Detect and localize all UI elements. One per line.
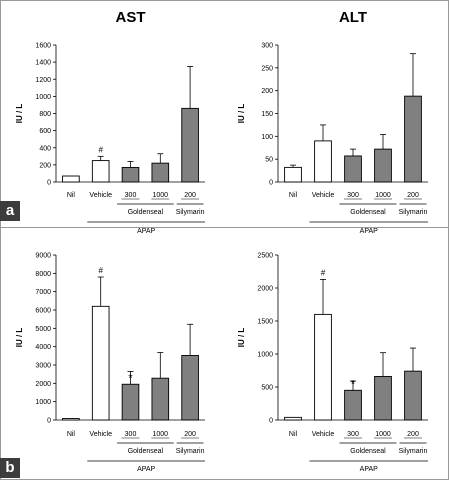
chart-1-bar-0 [62, 175, 80, 183]
chart-3-annotation-1: # [98, 266, 103, 275]
chart-1-group-label-1: Silymarin [176, 209, 205, 216]
chart-1-y-tick-label-7: 1400 [35, 60, 51, 67]
chart-1-bar-2 [121, 166, 140, 183]
chart-3-category-label-0: Nil [67, 431, 76, 438]
chart-3-bar-0 [62, 418, 80, 421]
chart-1-treatment-label: APAP [137, 228, 155, 235]
chart-3-y-tick-label-0: 0 [47, 418, 51, 425]
chart-2-bar-2 [344, 155, 362, 183]
chart-4-y-tick-label-1: 500 [261, 385, 273, 392]
chart-2-group-label-1: Silymarin [399, 209, 428, 216]
chart-4-bar-4 [404, 370, 422, 421]
chart-1-category-label-0: Nil [67, 192, 76, 199]
chart-1-y-tick-label-4: 800 [39, 111, 51, 118]
chart-3-bar-4 [181, 355, 199, 421]
chart-3-group-label-1: Silymarin [176, 448, 205, 455]
chart-2-y-tick-label-5: 250 [261, 65, 273, 72]
chart-2-y-tick-label-0: 0 [269, 180, 273, 187]
chart-2-bar-0 [284, 166, 302, 183]
chart-2-y-axis-label: IU / L [237, 104, 246, 124]
chart-3-bar-1 [91, 305, 110, 421]
chart-2-y-tick-label-3: 150 [261, 111, 273, 118]
chart-3-bar-3 [151, 377, 170, 421]
chart-2-category-label-3: 1000 [375, 192, 391, 199]
panel-label-b: b [0, 458, 20, 478]
chart-3-y-tick-label-3: 3000 [35, 363, 51, 370]
chart-2-category-label-0: Nil [289, 192, 298, 199]
chart-4-category-label-3: 1000 [375, 431, 391, 438]
chart-3-treatment-label: APAP [137, 466, 155, 473]
chart-3-bar-2 [121, 383, 140, 421]
chart-4-category-label-2: 300 [347, 431, 359, 438]
chart-1-category-label-3: 1000 [153, 192, 169, 199]
chart-1-title: AST [116, 9, 146, 26]
chart-1-y-tick-label-1: 200 [39, 162, 51, 169]
chart-1-y-tick-label-5: 1000 [35, 94, 51, 101]
panel-divider [0, 227, 449, 228]
chart-3-y-tick-label-1: 1000 [35, 399, 51, 406]
chart-1-y-axis-label: IU / L [15, 104, 24, 124]
chart-1-annotation-1: # [98, 145, 103, 154]
chart-4-bar-0 [284, 416, 302, 421]
chart-4-y-tick-label-5: 2500 [257, 253, 273, 260]
chart-3-y-tick-label-6: 6000 [35, 308, 51, 315]
chart-2-bar-1 [314, 140, 332, 183]
chart-2-category-label-2: 300 [347, 192, 359, 199]
chart-4-annotation-1: # [321, 268, 326, 277]
chart-1-y-tick-label-0: 0 [47, 180, 51, 187]
chart-2-category-label-1: Vehicle [312, 192, 335, 199]
chart-4-group-label-1: Silymarin [399, 448, 428, 455]
chart-3-y-tick-label-5: 5000 [35, 326, 51, 333]
chart-2-y-tick-label-4: 200 [261, 88, 273, 95]
chart-3-y-tick-label-2: 2000 [35, 381, 51, 388]
chart-4-category-label-0: Nil [289, 431, 298, 438]
chart-1-y-tick-label-8: 1600 [35, 43, 51, 50]
panel-label-a: a [0, 201, 20, 221]
chart-3-y-axis-label: IU / L [15, 328, 24, 348]
chart-4-y-tick-label-0: 0 [269, 418, 273, 425]
chart-1-y-tick-label-6: 1200 [35, 77, 51, 84]
chart-4-y-tick-label-3: 1500 [257, 319, 273, 326]
chart-4-bar-3 [374, 375, 392, 421]
chart-3-category-label-2: 300 [125, 431, 137, 438]
chart-3-y-tick-label-8: 8000 [35, 271, 51, 278]
chart-2-group-label-0: Goldenseal [350, 209, 386, 216]
chart-1-category-label-4: 200 [184, 192, 196, 199]
chart-4-y-tick-label-4: 2000 [257, 286, 273, 293]
chart-2-y-tick-label-1: 50 [265, 157, 273, 164]
chart-3-category-label-4: 200 [184, 431, 196, 438]
chart-2-bar-3 [374, 148, 392, 183]
chart-4-bar-1 [314, 313, 332, 421]
chart-4-annotation-2: * [351, 378, 356, 390]
chart-3-category-label-1: Vehicle [89, 431, 112, 438]
chart-1-category-label-2: 300 [125, 192, 137, 199]
chart-4-bar-2 [344, 389, 362, 421]
chart-2-bar-4 [404, 95, 422, 183]
chart-3-group-label-0: Goldenseal [128, 448, 164, 455]
chart-3-category-label-3: 1000 [153, 431, 169, 438]
chart-1-bar-1 [91, 160, 110, 183]
chart-3-y-tick-label-4: 4000 [35, 344, 51, 351]
chart-4-group-label-0: Goldenseal [350, 448, 386, 455]
chart-1-y-tick-label-3: 600 [39, 128, 51, 135]
chart-2-y-tick-label-2: 100 [261, 134, 273, 141]
chart-4-category-label-4: 200 [407, 431, 419, 438]
chart-3-y-tick-label-9: 9000 [35, 253, 51, 260]
chart-4-y-tick-label-2: 1000 [257, 352, 273, 359]
chart-1-y-tick-label-2: 400 [39, 145, 51, 152]
chart-1-group-label-0: Goldenseal [128, 209, 164, 216]
chart-4-treatment-label: APAP [360, 466, 378, 473]
chart-2-treatment-label: APAP [360, 228, 378, 235]
chart-1-bar-4 [181, 107, 199, 183]
chart-1-category-label-1: Vehicle [89, 192, 112, 199]
chart-4-category-label-1: Vehicle [312, 431, 335, 438]
chart-4-y-axis-label: IU / L [237, 328, 246, 348]
chart-1-bar-3 [151, 162, 170, 183]
chart-3-y-tick-label-7: 7000 [35, 289, 51, 296]
chart-2-title: ALT [339, 9, 367, 26]
chart-3-annotation-2: * [128, 372, 133, 384]
chart-2-y-tick-label-6: 300 [261, 43, 273, 50]
chart-2-category-label-4: 200 [407, 192, 419, 199]
